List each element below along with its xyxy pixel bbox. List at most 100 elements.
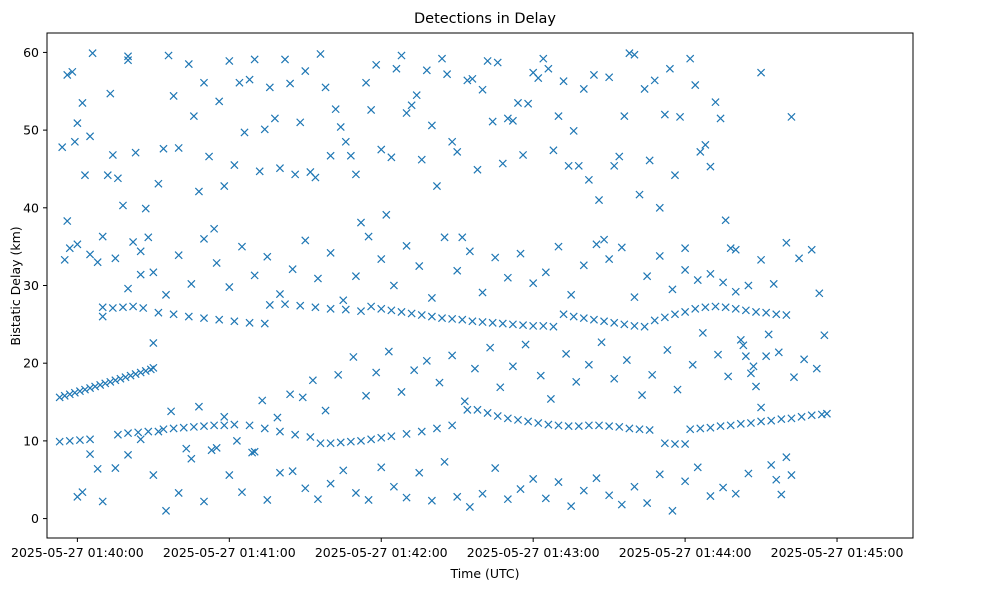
data-point (541, 494, 550, 503)
data-point (579, 261, 588, 270)
data-point (701, 303, 710, 312)
data-point (681, 307, 690, 316)
data-point (716, 114, 725, 123)
data-point (250, 271, 259, 280)
data-point (141, 204, 150, 213)
data-point (103, 171, 112, 180)
data-point (58, 143, 67, 152)
data-point (189, 112, 198, 121)
data-point (589, 70, 598, 79)
data-point (698, 328, 707, 337)
data-point (65, 390, 74, 399)
data-point (503, 495, 512, 504)
data-point (486, 343, 495, 352)
data-point (686, 54, 695, 63)
data-point (670, 171, 680, 180)
data-point (78, 488, 87, 497)
series-3 (58, 49, 829, 515)
data-point (339, 466, 348, 475)
data-point (397, 387, 406, 396)
data-point (660, 313, 669, 322)
data-point (362, 391, 371, 400)
data-point (668, 506, 677, 515)
data-point (407, 309, 416, 318)
data-point (544, 64, 553, 73)
data-point (440, 457, 449, 466)
data-point (187, 454, 196, 463)
data-point (68, 67, 77, 76)
data-point (764, 330, 773, 339)
data-point (645, 425, 654, 435)
data-point (529, 279, 538, 288)
data-point (564, 422, 573, 431)
data-point (316, 439, 325, 448)
data-point (124, 429, 133, 438)
data-point (600, 235, 609, 244)
data-point (422, 356, 431, 365)
data-point (308, 376, 317, 385)
data-point (762, 352, 771, 361)
data-point (215, 97, 224, 106)
data-point (478, 489, 487, 498)
chart-title: Detections in Delay (414, 11, 556, 27)
data-point (534, 418, 543, 428)
data-point (159, 425, 168, 434)
data-point (280, 300, 290, 309)
data-point (536, 371, 545, 380)
data-point (225, 471, 234, 480)
data-point (280, 55, 290, 64)
data-point (301, 236, 310, 245)
data-point (154, 179, 163, 188)
data-point (129, 237, 138, 247)
data-point (822, 409, 831, 418)
data-point (724, 372, 733, 381)
data-point (757, 255, 766, 264)
data-point (820, 331, 829, 340)
data-point (167, 407, 176, 416)
data-point (336, 122, 345, 132)
data-point (240, 128, 249, 137)
data-point (111, 254, 120, 263)
data-point (392, 64, 401, 73)
data-point (592, 474, 601, 483)
data-point (321, 406, 330, 415)
data-point (483, 56, 492, 65)
data-point (524, 99, 533, 108)
data-point (80, 385, 90, 394)
data-point (402, 493, 411, 502)
data-point (807, 245, 816, 254)
data-point (427, 293, 436, 302)
data-point (519, 321, 528, 330)
data-point (377, 433, 386, 442)
data-point (579, 84, 588, 93)
data-point (55, 437, 64, 446)
data-point (488, 117, 497, 126)
data-point (660, 110, 669, 119)
data-point (372, 368, 381, 377)
data-point (605, 73, 614, 82)
data-point (149, 363, 158, 372)
data-point (377, 145, 386, 154)
data-point (498, 319, 507, 328)
data-point (111, 464, 120, 473)
x-tick-label: 2025-05-27 01:44:00 (619, 545, 752, 560)
data-point (574, 422, 583, 431)
data-point (741, 306, 750, 315)
data-point (554, 421, 563, 430)
data-point (291, 430, 300, 439)
data-point (731, 489, 740, 498)
data-point (118, 303, 127, 312)
data-point (159, 144, 168, 153)
data-point (73, 119, 82, 128)
data-point (448, 314, 457, 323)
y-tick-label: 20 (23, 356, 39, 371)
data-point (194, 402, 203, 411)
data-point (744, 281, 753, 290)
data-point (397, 307, 406, 316)
data-point (250, 447, 259, 456)
data-point (91, 382, 100, 391)
data-point (460, 397, 469, 406)
data-point (288, 467, 297, 476)
data-point (648, 370, 657, 379)
data-point (549, 146, 558, 155)
